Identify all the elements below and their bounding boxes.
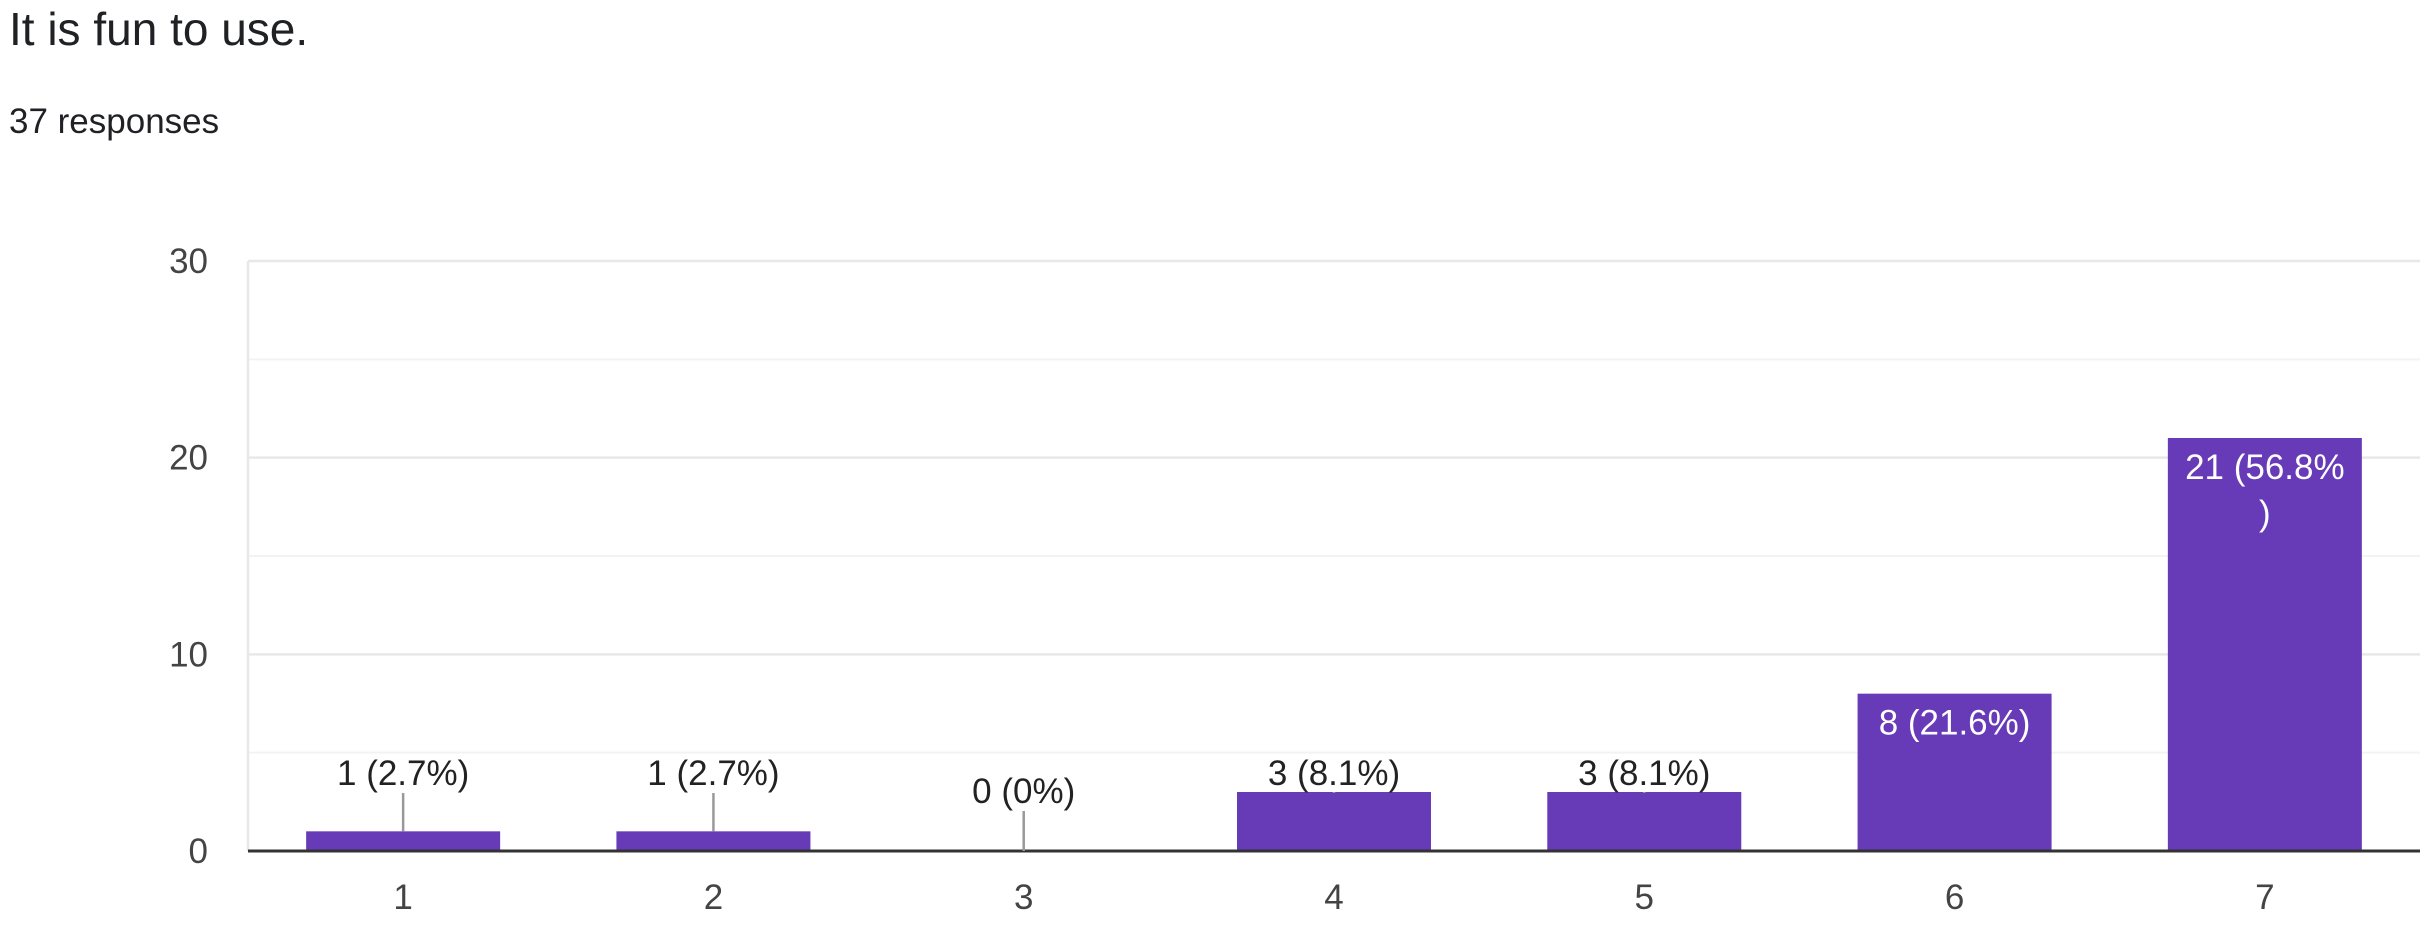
data-label: 21 (56.8%: [2185, 448, 2345, 487]
bar: [616, 831, 811, 851]
gridlines: [246, 259, 2420, 851]
x-tick-label: 5: [1635, 878, 1654, 917]
x-tick-label: 2: [704, 878, 723, 917]
bar: [1857, 693, 2052, 851]
y-tick-label: 30: [169, 242, 208, 281]
y-tick-label: 20: [169, 439, 208, 478]
question-title: It is fun to use.: [9, 3, 309, 55]
data-label: 1 (2.7%): [337, 754, 469, 793]
bar: [1547, 792, 1742, 851]
x-tick-label: 3: [1014, 878, 1033, 917]
bar: [1237, 792, 1431, 851]
data-label: 1 (2.7%): [647, 754, 779, 793]
data-label: ): [2259, 494, 2271, 533]
data-labels: 1 (2.7%) 1 (2.7%) 0 (0%) 3 (8.1%) 3 (8.1%) 8 …: [337, 448, 2345, 851]
axes: 0 10 20 30 1 2 3 4 5 6 7: [169, 242, 2420, 917]
y-tick-label: 0: [189, 832, 208, 871]
y-tick-label: 10: [169, 635, 208, 674]
bar: [2167, 438, 2362, 851]
bars: [306, 438, 2362, 851]
data-label: 0 (0%): [972, 772, 1075, 811]
data-label: 3 (8.1%): [1578, 754, 1710, 793]
response-count: 37 responses: [9, 102, 220, 141]
bar: [306, 831, 501, 851]
x-tick-label: 4: [1324, 878, 1343, 917]
data-label: 3 (8.1%): [1268, 754, 1400, 793]
x-tick-label: 1: [393, 878, 412, 917]
x-tick-label: 6: [1945, 878, 1964, 917]
data-label: 8 (21.6%): [1879, 704, 2031, 743]
x-tick-label: 7: [2255, 878, 2274, 917]
